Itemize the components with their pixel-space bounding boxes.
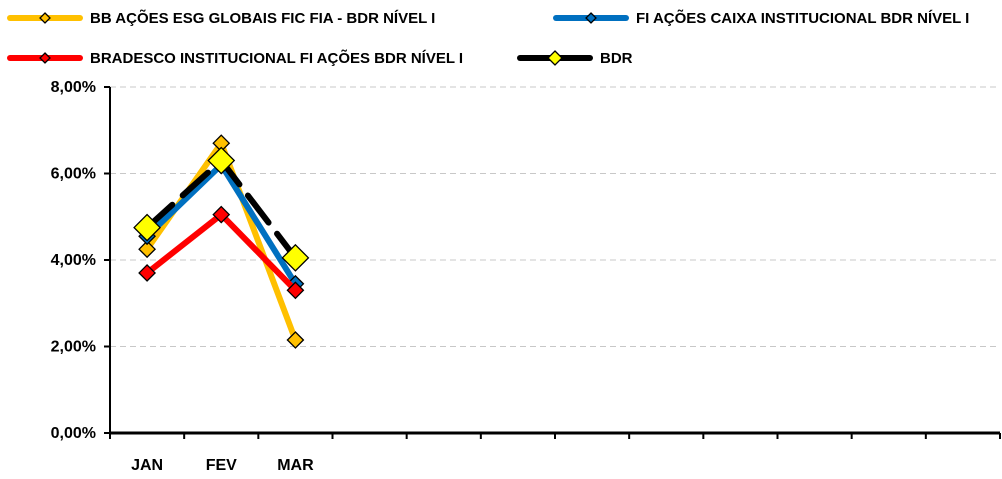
data-point	[212, 205, 231, 224]
legend: BB AÇÕES ESG GLOBAIS FIC FIA - BDR NÍVEL…	[7, 9, 969, 67]
series-3	[133, 146, 310, 272]
y-axis-tick-labels: 0,00% 2,00% 4,00% 6,00% 8,00%	[51, 79, 96, 442]
legend-marker	[547, 50, 563, 66]
data-point	[286, 281, 305, 300]
legend-item-0: BB AÇÕES ESG GLOBAIS FIC FIA - BDR NÍVEL…	[7, 9, 435, 27]
y-tick-label: 4,00%	[51, 252, 96, 269]
data-point	[286, 331, 305, 349]
legend-marker	[585, 12, 597, 24]
x-axis-tick-labels: JAN FEV MAR	[131, 457, 314, 474]
data-point	[138, 264, 157, 282]
x-tick-label: FEV	[206, 457, 237, 474]
data-point	[133, 213, 162, 242]
legend-label: BDR	[600, 50, 633, 67]
legend-marker	[39, 12, 51, 24]
y-tick-label: 6,00%	[51, 166, 96, 183]
legend-label: BRADESCO INSTITUCIONAL FI AÇÕES BDR NÍVE…	[90, 49, 463, 67]
data-point	[138, 240, 157, 259]
series-2	[138, 205, 305, 300]
y-tick-label: 0,00%	[51, 425, 96, 442]
legend-label: BB AÇÕES ESG GLOBAIS FIC FIA - BDR NÍVEL…	[90, 9, 435, 27]
series-layer	[133, 134, 310, 349]
y-tick-label: 2,00%	[51, 339, 96, 356]
data-point	[281, 243, 310, 272]
legend-item-3: BDR	[517, 50, 633, 67]
x-tick-label: JAN	[131, 457, 163, 474]
legend-marker	[39, 52, 51, 64]
data-point	[207, 146, 236, 175]
legend-item-1: FI AÇÕES CAIXA INSTITUCIONAL BDR NÍVEL I	[553, 9, 969, 27]
legend-item-2: BRADESCO INSTITUCIONAL FI AÇÕES BDR NÍVE…	[7, 49, 463, 67]
y-tick-label: 8,00%	[51, 79, 96, 96]
gridlines	[110, 86, 1000, 347]
axes	[104, 86, 1001, 439]
x-tick-label: MAR	[277, 457, 314, 474]
legend-label: FI AÇÕES CAIXA INSTITUCIONAL BDR NÍVEL I	[636, 9, 969, 27]
